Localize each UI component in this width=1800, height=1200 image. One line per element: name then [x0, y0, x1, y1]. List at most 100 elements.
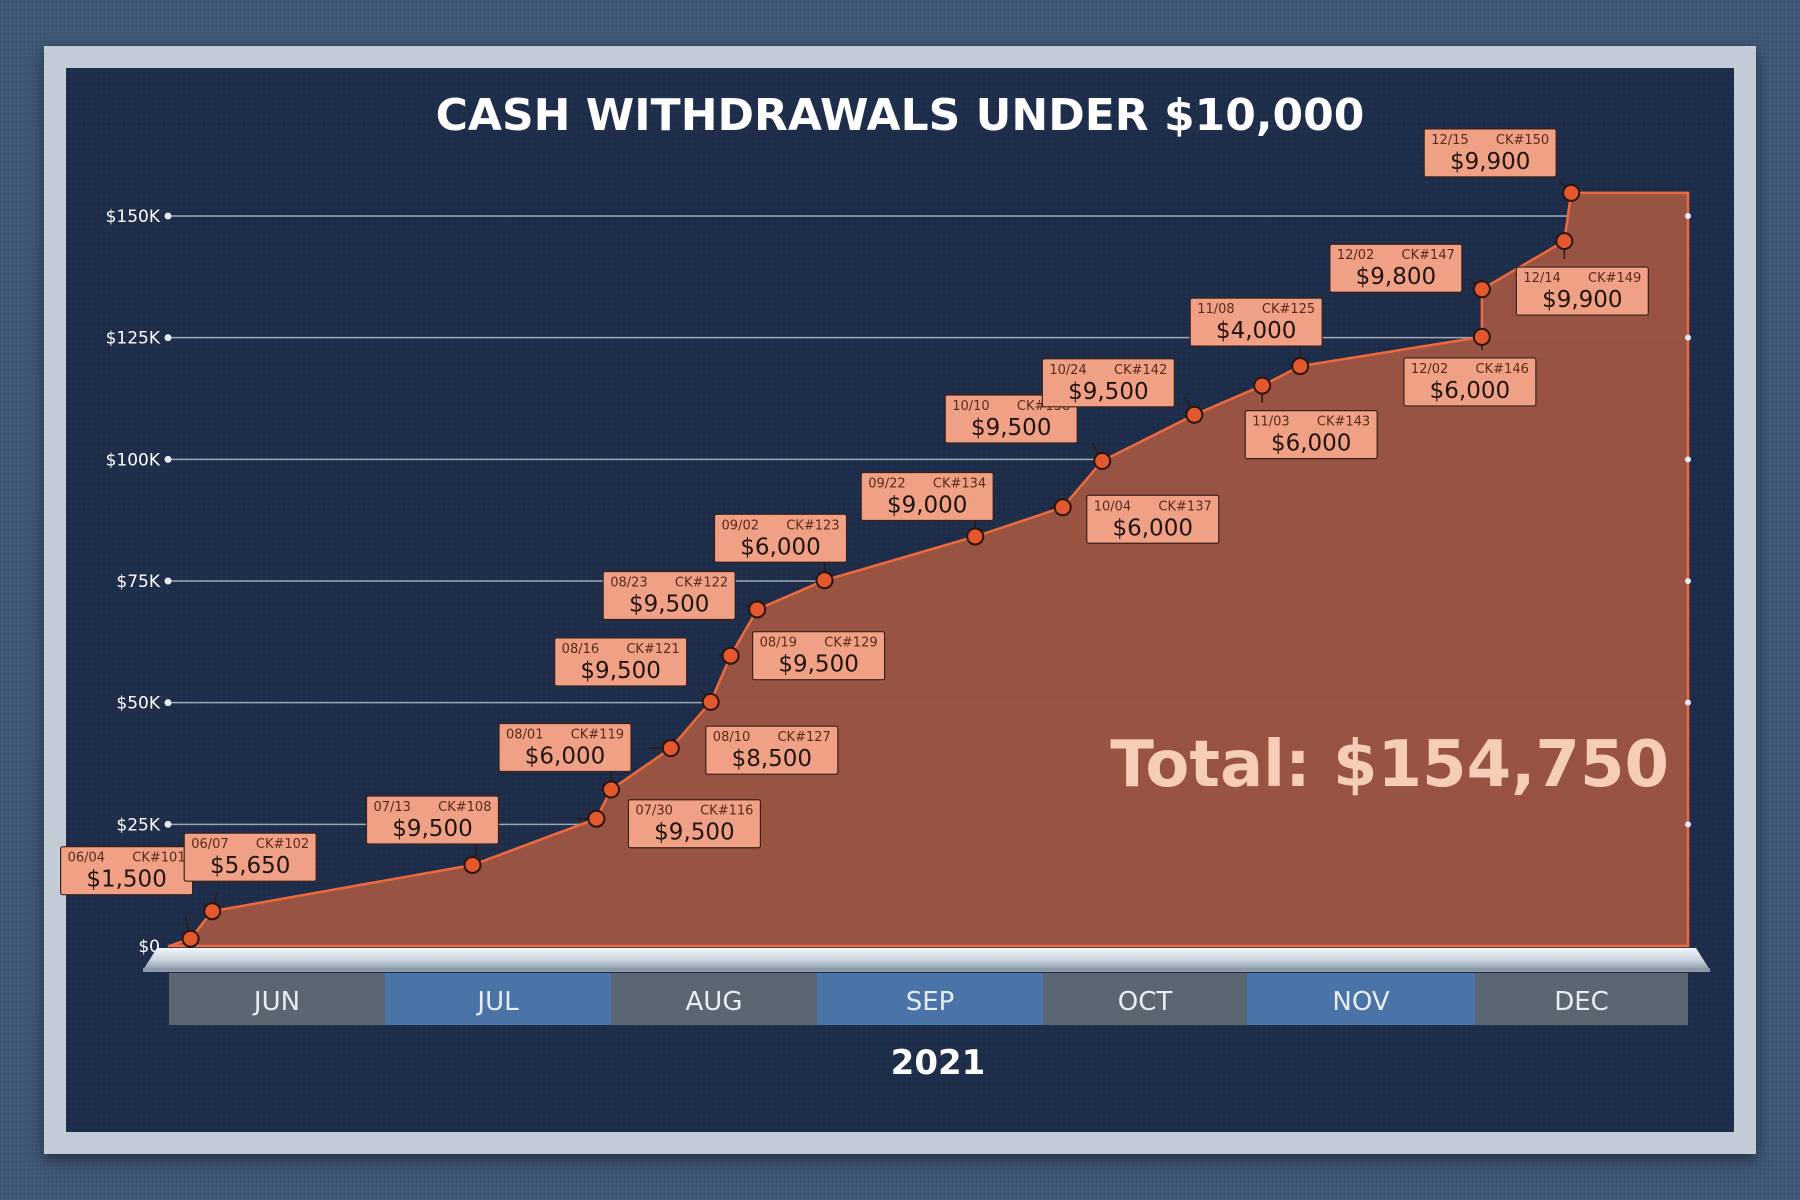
- label-amount: $9,500: [778, 652, 858, 678]
- y-tick-label: $125K: [106, 329, 161, 349]
- label-amount: $6,000: [1271, 431, 1351, 457]
- label-date: 06/04: [68, 851, 105, 866]
- label-date: 10/04: [1094, 499, 1131, 514]
- month-label: JUN: [252, 987, 300, 1017]
- data-point-marker: [1053, 498, 1072, 517]
- y-tick-dot-right: [1685, 578, 1691, 584]
- label-box: [713, 513, 848, 563]
- label-check-number: CK#101: [132, 851, 185, 866]
- data-point-marker: [602, 780, 620, 799]
- label-box: [1329, 243, 1463, 293]
- chart-title: CASH WITHDRAWALS UNDER $10,000: [436, 90, 1365, 141]
- data-point-marker: [721, 646, 740, 665]
- y-tick-dot: [164, 577, 172, 585]
- withdrawal-labels: 06/04 CK#101$1,500 06/07 CK#102$5,650 07/13 C…: [59, 128, 1649, 896]
- label-amount: $9,800: [1356, 264, 1436, 290]
- label-date: 07/13: [373, 800, 410, 815]
- y-tick-label: $100K: [106, 450, 161, 470]
- month-label: AUG: [686, 987, 743, 1017]
- label-check-number: CK#147: [1402, 248, 1455, 263]
- withdrawal-label: 09/22 CK#134$9,000: [860, 471, 994, 522]
- y-tick-dot-right: [1685, 213, 1691, 219]
- label-box: [602, 570, 736, 621]
- label-box: [1086, 494, 1220, 544]
- withdrawal-label: 07/13 CK#108$9,500: [365, 795, 500, 845]
- y-axis-ticks: $0$25K$50K$75K$100K$125K$150K: [106, 207, 1691, 957]
- label-amount: $1,500: [86, 867, 166, 893]
- y-tick-dot: [164, 455, 172, 463]
- label-amount: $9,900: [1542, 287, 1622, 313]
- label-date: 12/14: [1523, 271, 1560, 286]
- withdrawal-label: 08/01 CK#119$6,000: [498, 722, 632, 773]
- label-box: [554, 637, 688, 687]
- label-check-number: CK#150: [1496, 133, 1549, 148]
- month-label: SEP: [906, 987, 955, 1017]
- label-amount: $9,500: [971, 415, 1051, 441]
- data-point-marker: [1291, 357, 1310, 376]
- label-amount: $9,500: [654, 820, 734, 846]
- label-box: [365, 795, 500, 845]
- label-box: [1423, 128, 1557, 178]
- y-tick-dot: [164, 212, 172, 220]
- data-point-marker: [661, 739, 680, 758]
- label-box: [627, 799, 762, 849]
- label-check-number: CK#122: [675, 575, 728, 590]
- x-axis-base: [143, 948, 1710, 972]
- y-tick-label: $75K: [116, 572, 160, 592]
- label-date: 10/10: [952, 399, 989, 414]
- label-amount: $9,500: [580, 658, 660, 684]
- y-tick-label: $50K: [116, 694, 160, 714]
- label-date: 10/24: [1049, 363, 1086, 378]
- withdrawal-label: 08/23 CK#122$9,500: [602, 570, 736, 621]
- month-label: DEC: [1554, 987, 1609, 1017]
- label-date: 11/08: [1197, 302, 1234, 317]
- label-box: [860, 471, 994, 522]
- label-date: 07/30: [635, 804, 672, 819]
- month-band: [611, 973, 817, 1025]
- label-box: [183, 832, 317, 882]
- y-tick-dot-right: [1685, 821, 1691, 828]
- label-date: 09/22: [868, 476, 905, 491]
- label-date: 08/23: [610, 575, 647, 590]
- label-box: [1041, 358, 1175, 408]
- label-amount: $9,900: [1450, 149, 1530, 175]
- y-tick-dot: [164, 820, 172, 828]
- label-date: 11/03: [1252, 415, 1289, 430]
- withdrawal-label: 12/14 CK#149$9,900: [1515, 266, 1649, 316]
- data-point-marker: [1093, 452, 1112, 471]
- withdrawal-label: 08/19 CK#129$9,500: [752, 631, 886, 681]
- withdrawal-label: 09/02 CK#123$6,000: [713, 513, 848, 563]
- label-box: [1189, 297, 1323, 347]
- month-band: [817, 973, 1043, 1025]
- label-date: 12/15: [1431, 133, 1468, 148]
- withdrawal-label: 07/30 CK#116$9,500: [627, 799, 762, 849]
- x-axis-shelf-edge: [143, 968, 1710, 972]
- label-check-number: CK#123: [786, 518, 839, 533]
- withdrawal-label: 12/15 CK#150$9,900: [1423, 128, 1557, 178]
- label-check-number: CK#108: [438, 800, 491, 815]
- withdrawal-label: 12/02 CK#147$9,800: [1329, 243, 1463, 293]
- label-amount: $6,000: [740, 534, 820, 560]
- withdrawal-label: 10/24 CK#142$9,500: [1041, 358, 1175, 408]
- label-check-number: CK#146: [1476, 362, 1529, 377]
- label-box: [1244, 410, 1378, 460]
- label-check-number: CK#127: [777, 730, 830, 745]
- withdrawal-label: 06/07 CK#102$5,650: [183, 832, 317, 882]
- label-check-number: CK#129: [824, 636, 877, 651]
- withdrawal-label: 08/16 CK#121$9,500: [554, 637, 688, 687]
- data-point-marker: [1555, 232, 1574, 251]
- label-amount: $8,500: [732, 746, 812, 772]
- label-box: [1403, 357, 1537, 407]
- label-check-number: CK#102: [256, 837, 309, 852]
- data-point-marker: [966, 527, 985, 546]
- label-amount: $6,000: [1430, 378, 1510, 404]
- x-axis-shelf: [143, 948, 1710, 970]
- label-amount: $9,500: [629, 591, 709, 617]
- withdrawal-markers: [181, 183, 1581, 948]
- label-amount: $5,650: [210, 853, 290, 879]
- label-amount: $9,000: [887, 492, 967, 518]
- label-amount: $9,500: [392, 816, 472, 842]
- data-point-marker: [1185, 405, 1204, 424]
- y-tick-label: $150K: [106, 207, 161, 227]
